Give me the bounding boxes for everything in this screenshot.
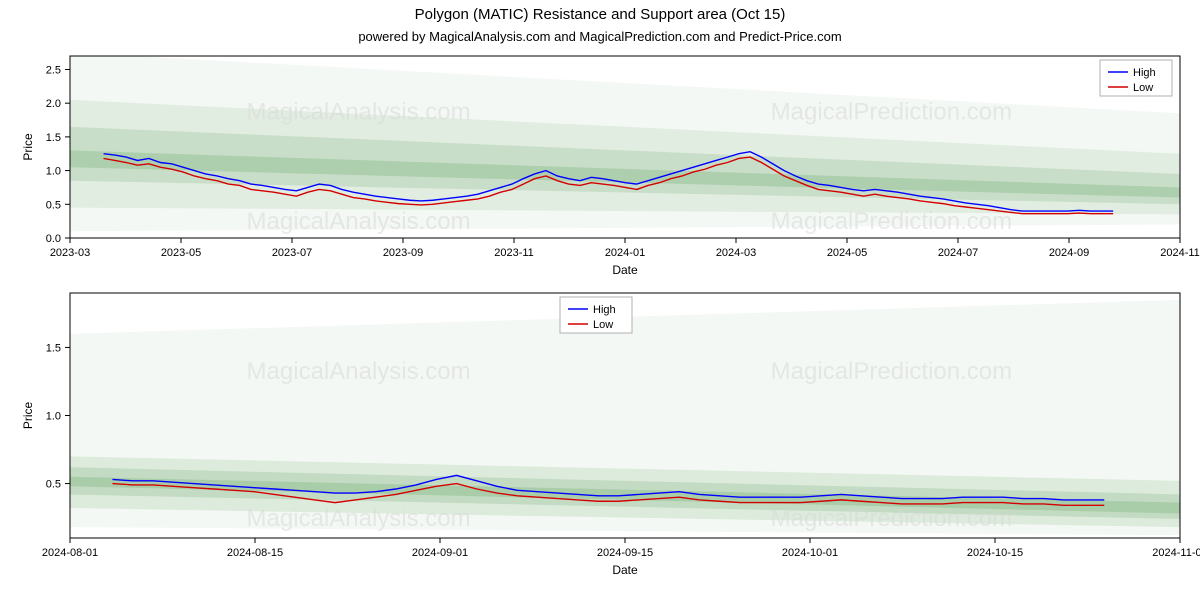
x-tick-label: 2024-11 [1160, 247, 1200, 259]
x-tick-label: 2024-08-01 [42, 547, 98, 559]
y-tick-label: 2.0 [46, 98, 61, 110]
legend-low-label: Low [1133, 82, 1153, 94]
x-tick-label: 2023-03 [50, 247, 90, 259]
y-tick-label: 1.5 [46, 342, 61, 354]
watermark-text: MagicalAnalysis.com [247, 99, 471, 126]
x-tick-label: 2024-05 [827, 247, 867, 259]
x-tick-label: 2024-11-01 [1152, 547, 1200, 559]
watermark-text: MagicalPrediction.com [771, 505, 1012, 532]
x-tick-label: 2023-07 [272, 247, 312, 259]
watermark-text: MagicalAnalysis.com [247, 208, 471, 235]
x-tick-label: 2023-11 [494, 247, 534, 259]
watermark-text: MagicalPrediction.com [771, 99, 1012, 126]
watermark-text: MagicalAnalysis.com [247, 358, 471, 385]
y-tick-label: 1.0 [46, 411, 61, 423]
watermark-text: MagicalAnalysis.com [247, 505, 471, 532]
top-chart-svg: MagicalAnalysis.com MagicalPrediction.com… [0, 48, 1200, 283]
legend-high-label: High [593, 304, 616, 316]
x-axis-label: Date [612, 263, 638, 277]
y-tick-label: 1.0 [46, 166, 61, 178]
y-axis-label: Price [21, 133, 35, 161]
y-tick-label: 2.5 [46, 64, 61, 76]
watermark-text: MagicalPrediction.com [771, 358, 1012, 385]
x-tick-label: 2024-08-15 [227, 547, 283, 559]
y-tick-label: 0.0 [46, 233, 61, 245]
x-tick-label: 2023-05 [161, 247, 201, 259]
y-tick-label: 0.5 [46, 199, 61, 211]
x-tick-label: 2024-10-01 [782, 547, 838, 559]
x-tick-label: 2024-07 [938, 247, 978, 259]
chart-main-title: Polygon (MATIC) Resistance and Support a… [0, 6, 1200, 23]
chart-subtitle: powered by MagicalAnalysis.com and Magic… [0, 29, 1200, 44]
x-tick-label: 2024-10-15 [967, 547, 1023, 559]
watermark-text: MagicalPrediction.com [771, 208, 1012, 235]
x-tick-label: 2024-09-15 [597, 547, 653, 559]
y-tick-label: 0.5 [46, 479, 61, 491]
x-tick-label: 2024-01 [605, 247, 645, 259]
x-tick-label: 2024-03 [716, 247, 756, 259]
top-chart-container: MagicalAnalysis.com MagicalPrediction.com… [0, 48, 1200, 283]
legend-low-label: Low [593, 319, 613, 331]
x-tick-label: 2024-09-01 [412, 547, 468, 559]
bottom-chart-container: MagicalAnalysis.com MagicalPrediction.com… [0, 283, 1200, 583]
legend-high-label: High [1133, 67, 1156, 79]
bottom-chart-svg: MagicalAnalysis.com MagicalPrediction.com… [0, 283, 1200, 583]
x-tick-label: 2023-09 [383, 247, 423, 259]
y-axis-label: Price [21, 402, 35, 430]
y-tick-label: 1.5 [46, 132, 61, 144]
x-tick-label: 2024-09 [1049, 247, 1089, 259]
x-axis-label: Date [612, 563, 638, 577]
